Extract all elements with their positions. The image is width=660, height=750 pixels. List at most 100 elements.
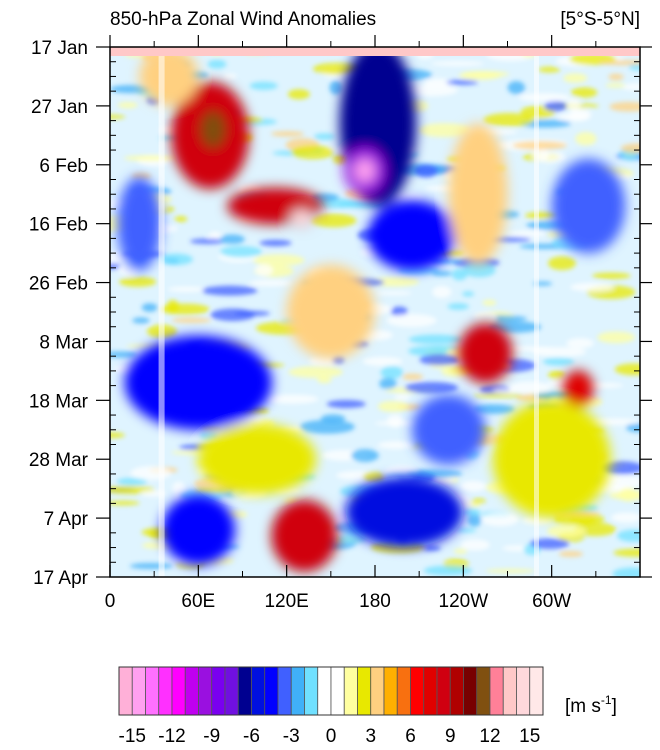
colorbar-box bbox=[330, 666, 345, 716]
easterly-anomaly bbox=[161, 494, 236, 566]
region-label: [5°S-5°N] bbox=[560, 9, 640, 30]
texture-cell bbox=[613, 548, 640, 557]
y-axis: 17 Jan 27 Jan 6 Feb 16 Feb 26 Feb 8 Mar 18 Mar… bbox=[29, 38, 652, 589]
westerly-anomaly bbox=[286, 264, 376, 360]
texture-cell bbox=[512, 141, 567, 150]
texture-cell bbox=[377, 441, 413, 449]
y-tick-label: 7 Apr bbox=[44, 509, 89, 530]
colorbar-units: [m s-1] bbox=[565, 693, 617, 717]
texture-cell bbox=[575, 131, 597, 146]
y-tick-label: 26 Feb bbox=[29, 274, 88, 295]
texture-cell bbox=[252, 254, 305, 267]
colorbar-box bbox=[476, 666, 491, 716]
texture-cell bbox=[462, 291, 475, 297]
colorbar-box bbox=[516, 666, 531, 716]
x-tick-label: 60W bbox=[532, 591, 571, 612]
units-close: ] bbox=[612, 696, 617, 717]
colorbar-tick-label: -6 bbox=[243, 726, 260, 747]
texture-cell bbox=[462, 71, 510, 78]
texture-cell bbox=[266, 394, 319, 404]
texture-cell bbox=[375, 291, 413, 296]
y-tick-label: 8 Mar bbox=[39, 332, 88, 353]
texture-cell bbox=[159, 303, 210, 315]
texture-cell bbox=[508, 381, 551, 394]
easterly-anomaly bbox=[411, 394, 486, 466]
texture-cell bbox=[428, 345, 460, 350]
texture-cell bbox=[597, 331, 636, 344]
texture-cell bbox=[460, 539, 490, 551]
texture-cell bbox=[207, 59, 227, 69]
easterly-anomaly bbox=[117, 176, 162, 271]
colorbar-tick-label: 3 bbox=[365, 726, 376, 747]
x-tick-label: 120W bbox=[439, 591, 489, 612]
texture-cell bbox=[110, 500, 140, 506]
texture-cell bbox=[117, 101, 138, 109]
texture-cell bbox=[337, 533, 367, 544]
texture-cell bbox=[538, 66, 561, 73]
y-tick-label: 27 Jan bbox=[31, 97, 88, 118]
easterly-anomaly bbox=[124, 335, 272, 430]
texture-cell bbox=[620, 143, 640, 154]
y-tick-label: 6 Feb bbox=[39, 156, 88, 177]
texture-cell bbox=[570, 87, 598, 98]
texture-cell bbox=[431, 270, 453, 277]
texture-cell bbox=[605, 83, 626, 88]
colorbar-box bbox=[237, 666, 252, 716]
texture-cell bbox=[473, 392, 523, 398]
texture-cell bbox=[404, 381, 459, 394]
texture-cell bbox=[404, 84, 458, 97]
texture-cell bbox=[463, 263, 496, 278]
colorbar-box bbox=[396, 666, 411, 716]
texture-cell bbox=[259, 239, 292, 247]
y-tick-label: 17 Apr bbox=[33, 568, 89, 589]
texture-cell bbox=[219, 234, 245, 244]
texture-cell bbox=[463, 508, 481, 516]
texture-cell bbox=[563, 73, 588, 83]
texture-cell bbox=[628, 63, 640, 71]
texture-cell bbox=[317, 376, 332, 384]
colorbar-box bbox=[224, 666, 239, 716]
texture-cell bbox=[172, 481, 186, 495]
y-tick-label: 17 Jan bbox=[31, 38, 88, 59]
westerly-anomaly bbox=[271, 499, 338, 572]
texture-cell bbox=[423, 565, 473, 576]
units-exponent: -1 bbox=[601, 693, 612, 707]
texture-cell bbox=[418, 123, 472, 138]
texture-cell bbox=[159, 253, 193, 266]
texture-cell bbox=[326, 399, 366, 409]
easterly-anomaly bbox=[354, 158, 376, 183]
texture-cell bbox=[542, 357, 575, 366]
colorbar-box bbox=[118, 666, 133, 716]
colorbar-tick-label: -9 bbox=[203, 726, 220, 747]
texture-cell bbox=[621, 83, 640, 91]
texture-cell bbox=[569, 514, 596, 524]
colorbar-box bbox=[410, 666, 425, 716]
texture-cell bbox=[481, 512, 519, 527]
texture-cell bbox=[460, 480, 487, 492]
colorbar-tick-label: 6 bbox=[405, 726, 416, 747]
colorbar-tick-label: 15 bbox=[519, 726, 540, 747]
texture-cell bbox=[592, 272, 631, 280]
texture-cell bbox=[283, 498, 297, 503]
colorbar-box bbox=[184, 666, 199, 716]
texture-cell bbox=[379, 378, 397, 390]
texture-cell bbox=[287, 89, 310, 100]
texture-cell bbox=[447, 303, 470, 310]
colorbar-tick-label: 9 bbox=[445, 726, 456, 747]
texture-cell bbox=[402, 373, 423, 381]
colorbar-frame bbox=[118, 666, 544, 716]
texture-cell bbox=[617, 529, 640, 542]
texture-cell bbox=[618, 487, 639, 502]
texture-cell bbox=[255, 264, 273, 277]
colorbar-box bbox=[449, 666, 464, 716]
texture-cell bbox=[123, 155, 176, 161]
texture-cell bbox=[194, 487, 229, 494]
colorbar-box bbox=[357, 666, 372, 716]
wind-anomaly-field bbox=[110, 47, 640, 577]
colorbar-box bbox=[290, 666, 305, 716]
colorbar-tick-label: -15 bbox=[119, 726, 146, 747]
texture-cell bbox=[453, 548, 468, 554]
texture-cell bbox=[171, 317, 212, 323]
colorbar-box bbox=[489, 666, 504, 716]
colorbar-box bbox=[502, 666, 517, 716]
